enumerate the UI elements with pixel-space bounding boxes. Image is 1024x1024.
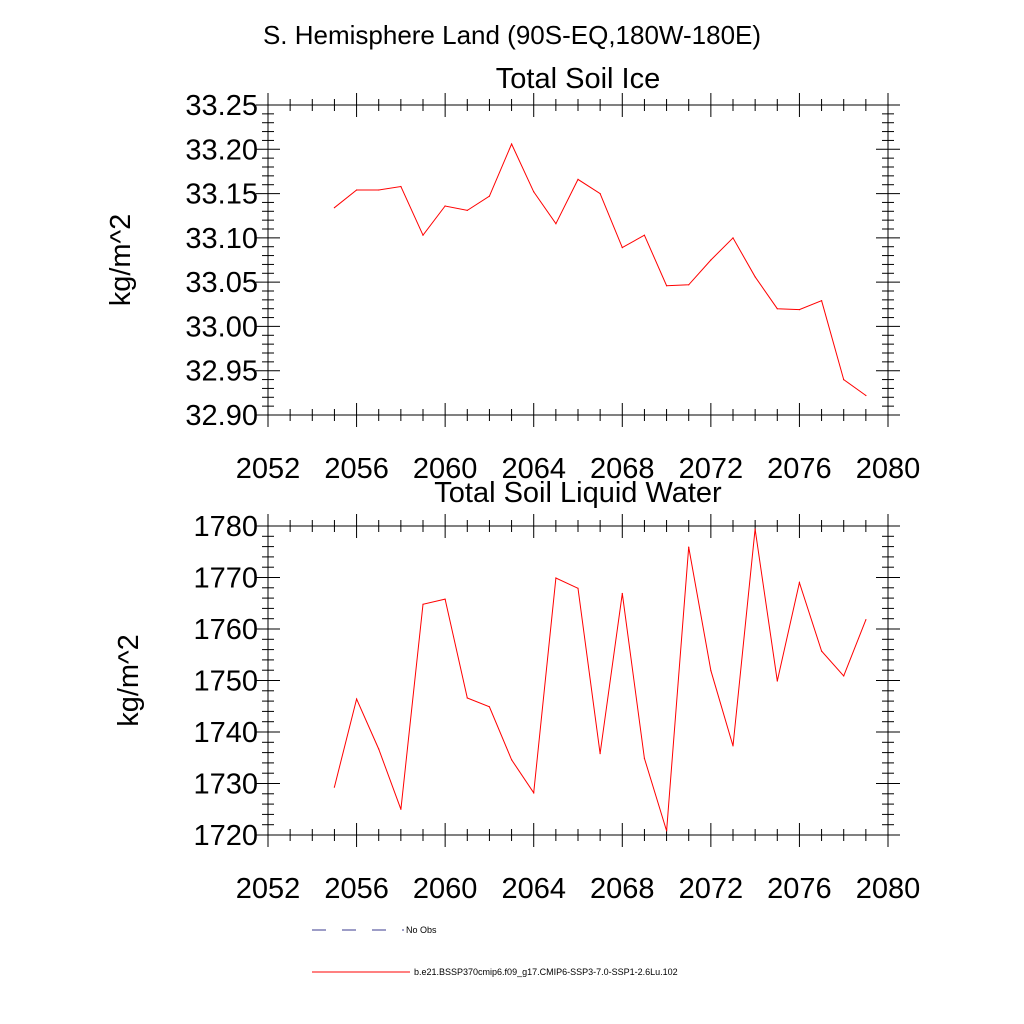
y-tick-label: 33.15 [185,179,258,211]
data-point [400,185,402,188]
series-line [333,529,867,832]
x-tick-label: 2056 [324,453,389,485]
x-tick-label: 2052 [236,453,301,485]
data-point [821,300,823,302]
data-point [577,178,579,180]
y-tick-label: 33.25 [185,90,258,122]
panel-total-soil-ice: Total Soil Ice kg/m^2 32.90 32.95 33.00 33.05… [105,63,920,485]
y-tick-label: 1720 [193,820,258,852]
x-tick-label: 2060 [413,453,478,485]
data-point [865,394,867,397]
data-point [776,680,778,682]
x-tick-label: 2052 [236,873,301,905]
data-point [444,598,446,600]
data-point [754,528,756,530]
data-point [843,675,845,677]
data-point [643,234,646,236]
data-point [599,193,601,195]
panel-total-soil-liquid-water: Total Soil Liquid Water kg/m^2 1720 1730 174… [113,477,920,905]
y-tick-label: 1760 [193,614,258,646]
plot-frame [267,104,889,416]
data-point [643,757,646,759]
y-tick-label: 32.90 [185,400,258,432]
data-point [688,284,690,286]
data-point [555,577,557,579]
x-tick-label: 2064 [501,873,566,905]
data-point [488,706,490,708]
data-point [466,697,468,699]
data-point [621,592,623,595]
x-tick-label: 2076 [767,453,832,485]
data-point [400,808,402,810]
data-point [378,748,380,750]
data-point [378,189,380,191]
data-point [333,786,335,788]
x-tick-label: 2072 [679,453,744,485]
data-point [333,207,335,209]
y-tick-label: 1780 [193,511,258,543]
data-point [599,753,601,755]
y-tick-label: 33.00 [185,311,258,343]
y-tick-label: 1750 [193,666,258,698]
data-point [356,698,358,700]
y-tick-label: 1730 [193,769,258,801]
x-tick-label: 2068 [590,453,655,485]
y-axis-label: kg/m^2 [105,214,137,307]
y-tick-label: 1740 [193,717,258,749]
series-line [334,142,867,396]
data-point [732,237,734,239]
x-tick-label: 2080 [856,453,921,485]
data-point [776,308,778,310]
data-point [666,285,668,287]
data-point [511,143,513,145]
y-tick-label: 1770 [193,563,258,595]
data-point [798,309,801,311]
data-point [511,759,513,761]
plot-frame [267,525,889,836]
data-point [798,582,801,584]
data-point [843,379,845,381]
data-point [666,830,668,832]
data-point [356,189,358,191]
data-point [555,223,557,225]
data-point [621,247,623,249]
data-point [710,670,712,672]
data-point [821,650,823,652]
data-point [754,276,756,278]
legend-label-run: b.e21.BSSP370cmip6.f09_g17.CMIP6-SSP3-7.… [414,967,678,977]
y-axis-label: kg/m^2 [113,634,145,727]
x-tick-label: 2076 [767,873,832,905]
data-point [422,234,424,236]
data-point [466,209,468,211]
data-point [533,792,535,794]
x-tick-label: 2056 [324,873,389,905]
y-tick-label: 32.95 [185,356,258,388]
y-tick-label: 33.05 [185,267,258,299]
data-point [422,603,424,605]
data-point [444,205,446,207]
chart-title: Total Soil Ice [496,63,660,95]
data-point [732,745,734,747]
chart-title: Total Soil Liquid Water [434,477,722,509]
legend-label-no-obs: No Obs [406,925,437,935]
y-tick-label: 33.20 [185,134,258,166]
x-tick-label: 2060 [413,873,478,905]
x-tick-label: 2064 [501,453,566,485]
figure-header: S. Hemisphere Land (90S-EQ,180W-180E) [263,20,761,50]
legend: No Obs b.e21.BSSP370cmip6.f09_g17.CMIP6-… [312,925,678,977]
x-tick-label: 2068 [590,873,655,905]
data-point [865,619,867,621]
data-point [533,191,535,193]
data-point [710,259,712,261]
data-point [577,587,579,589]
y-tick-label: 33.10 [185,223,258,255]
x-tick-label: 2080 [856,873,921,905]
data-point [688,546,690,548]
x-tick-label: 2072 [679,873,744,905]
data-point [488,195,490,197]
